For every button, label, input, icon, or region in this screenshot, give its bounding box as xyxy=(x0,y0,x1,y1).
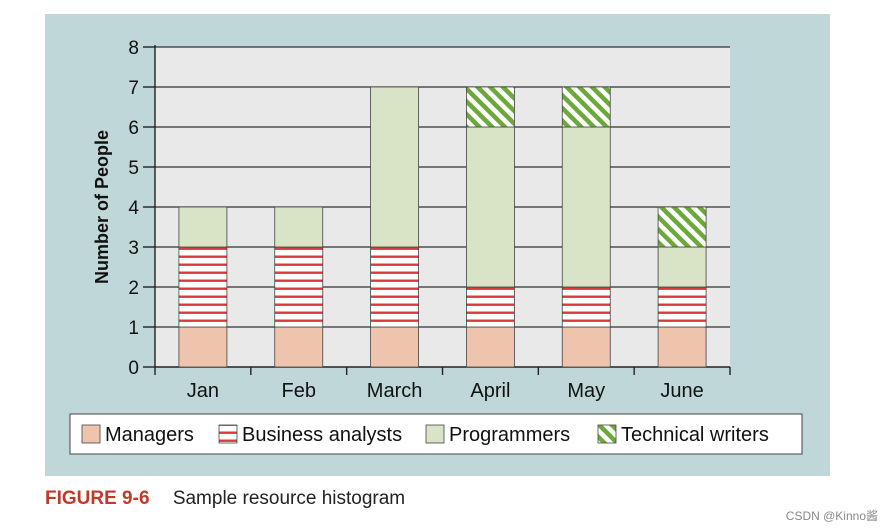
legend-swatch-managers xyxy=(81,424,101,444)
y-tick-label: 1 xyxy=(128,318,139,339)
y-tick-label: 4 xyxy=(128,198,139,219)
bar-technical-writers-may xyxy=(561,86,611,128)
bar-managers-may xyxy=(561,326,611,368)
y-tick-label: 2 xyxy=(128,278,139,299)
bar-business-analysts-april xyxy=(466,286,515,328)
y-axis-title: Number of People xyxy=(92,130,112,284)
legend-swatch-programmers xyxy=(425,424,445,444)
bar-programmers-jan xyxy=(178,206,228,248)
bar-managers-june xyxy=(657,326,707,368)
bar-business-analysts-march xyxy=(370,246,419,328)
figure-caption-text: Sample resource histogram xyxy=(172,488,406,509)
x-tick-label: Jan xyxy=(187,380,219,402)
legend-label: Managers xyxy=(105,424,194,446)
x-tick-label: Feb xyxy=(282,380,316,402)
legend-label: Technical writers xyxy=(621,424,769,446)
bar-programmers-may xyxy=(561,126,611,288)
legend-label: Business analysts xyxy=(242,424,402,446)
chart-legend: Managers Business analysts Programmers Tech… xyxy=(69,413,803,455)
bar-business-analysts-may xyxy=(561,286,611,328)
bar-business-analysts-june xyxy=(657,286,707,328)
x-tick-label: June xyxy=(660,380,703,402)
y-tick-label: 7 xyxy=(128,78,139,99)
bar-business-analysts-jan xyxy=(178,246,228,328)
x-tick-label: April xyxy=(470,380,510,402)
legend-swatch-technical-writers xyxy=(597,424,617,444)
bar-programmers-april xyxy=(466,126,515,288)
bar-managers-march xyxy=(370,326,419,368)
x-tick-label: March xyxy=(367,380,423,402)
bar-managers-jan xyxy=(178,326,228,368)
y-tick-label: 8 xyxy=(128,38,139,59)
y-tick-label: 3 xyxy=(128,238,139,259)
y-tick-label: 0 xyxy=(128,358,139,379)
figure-caption: FIGURE 9-6 Sample resource histogram xyxy=(45,488,405,510)
legend-label: Programmers xyxy=(449,424,570,446)
legend-swatch-business-analysts xyxy=(218,424,238,444)
bar-managers-feb xyxy=(274,326,324,368)
y-tick-label: 5 xyxy=(128,158,139,179)
watermark: CSDN @Kinno酱 xyxy=(785,509,878,523)
bar-programmers-march xyxy=(370,86,419,248)
resource-histogram-chart: 0 1 2 3 4 5 6 7 8 Number of People Jan Feb March Apri… xyxy=(69,38,803,455)
bar-technical-writers-june xyxy=(657,206,707,248)
figure-number: FIGURE 9-6 xyxy=(45,488,150,509)
bar-business-analysts-feb xyxy=(274,246,324,328)
y-tick-label: 6 xyxy=(128,118,139,139)
bar-programmers-feb xyxy=(274,206,324,248)
figure-panel: 0 1 2 3 4 5 6 7 8 Number of People Jan Feb March Apri… xyxy=(45,14,830,476)
bar-technical-writers-april xyxy=(466,86,515,128)
x-tick-label: May xyxy=(567,380,605,402)
bar-managers-april xyxy=(466,326,515,368)
bar-programmers-june xyxy=(657,246,707,288)
